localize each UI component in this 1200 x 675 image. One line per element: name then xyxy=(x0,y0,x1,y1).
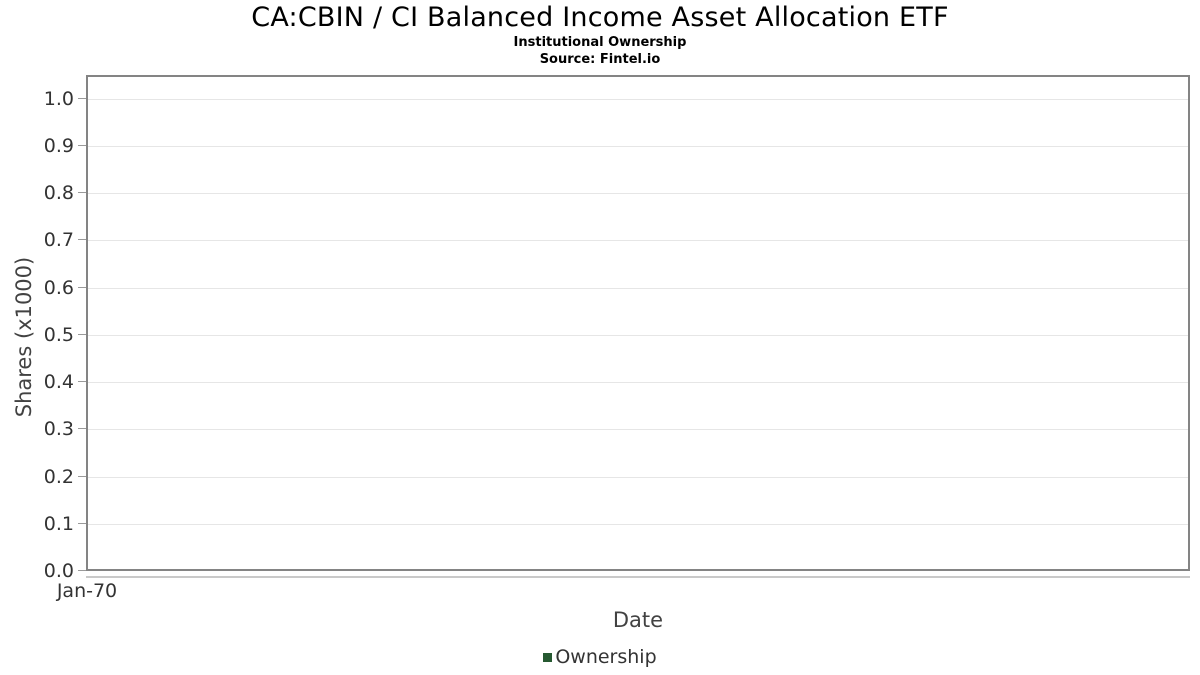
gridline xyxy=(88,193,1188,194)
y-tick-mark xyxy=(78,476,86,477)
y-tick-label: 0.8 xyxy=(43,182,74,204)
gridline xyxy=(88,477,1188,478)
x-tick-label: Jan-70 xyxy=(56,580,118,602)
y-axis-title: Shares (x1000) xyxy=(12,256,36,418)
legend[interactable]: Ownership xyxy=(0,646,1200,668)
y-tick-mark xyxy=(78,287,86,288)
gridline xyxy=(88,288,1188,289)
y-tick-mark xyxy=(78,239,86,240)
y-tick-mark xyxy=(78,145,86,146)
gridline xyxy=(88,240,1188,241)
gridline xyxy=(88,524,1188,525)
y-tick-mark xyxy=(78,381,86,382)
chart-title: CA:CBIN / CI Balanced Income Asset Alloc… xyxy=(251,2,949,33)
y-tick-mark xyxy=(78,428,86,429)
gridline xyxy=(88,99,1188,100)
plot-area xyxy=(86,75,1190,571)
y-tick-label: 0.5 xyxy=(43,324,74,346)
y-tick-label: 0.4 xyxy=(43,371,74,393)
y-tick-label: 0.1 xyxy=(43,513,74,535)
gridline xyxy=(88,335,1188,336)
chart-source: Source: Fintel.io xyxy=(539,52,661,67)
y-tick-mark xyxy=(78,523,86,524)
legend-marker-ownership xyxy=(543,652,553,662)
gridline xyxy=(88,382,1188,383)
x-axis-title: Date xyxy=(612,608,664,632)
y-tick-mark xyxy=(78,192,86,193)
gridline xyxy=(88,429,1188,430)
y-tick-label: 1.0 xyxy=(43,88,74,110)
gridline xyxy=(88,146,1188,147)
y-tick-label: 0.7 xyxy=(43,229,74,251)
y-tick-mark xyxy=(78,98,86,99)
legend-label-ownership[interactable]: Ownership xyxy=(555,646,657,668)
y-tick-label: 0.2 xyxy=(43,466,74,488)
x-axis-line xyxy=(86,576,1190,578)
chart-subtitle: Institutional Ownership xyxy=(513,35,687,50)
y-tick-mark xyxy=(78,570,86,571)
y-tick-label: 0.3 xyxy=(43,418,74,440)
y-tick-label: 0.6 xyxy=(43,277,74,299)
y-tick-label: 0.9 xyxy=(43,135,74,157)
y-tick-mark xyxy=(78,334,86,335)
y-tick-label: 0.0 xyxy=(43,560,74,582)
